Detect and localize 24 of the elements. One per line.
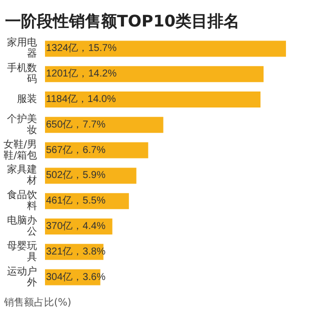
data-label: 567亿，6.7% (46, 144, 106, 156)
bar (45, 40, 286, 57)
bar (45, 92, 260, 108)
y-tick-label: 食品饮料 (7, 189, 37, 212)
y-tick-label: 家用电器 (7, 36, 37, 60)
y-tick-label: 女鞋/男鞋/箱包 (4, 138, 37, 162)
chart-title: 一阶段性销售额TOP10类目排名 (5, 12, 240, 30)
y-tick-label: 母婴玩具 (7, 240, 37, 263)
data-label: 650亿，7.7% (46, 119, 106, 130)
data-label: 1184亿，14.0% (46, 94, 116, 105)
data-label: 1201亿，14.2% (46, 68, 117, 80)
y-tick-label: 服装 (17, 93, 37, 105)
bar (45, 116, 164, 133)
y-tick-label: 运动户外 (7, 265, 37, 288)
y-tick-label: 家具建材 (7, 164, 37, 187)
data-label: 502亿，5.9% (46, 170, 106, 182)
text: 销售额占比(%) (3, 296, 72, 308)
data-label: 461亿，5.5% (46, 196, 106, 207)
data-label: 370亿，4.4% (46, 221, 106, 232)
y-tick-label: 电脑办公 (7, 214, 37, 238)
y-tick-label: 手机数码 (7, 62, 37, 86)
y-tick-label: 个护美妆 (7, 112, 37, 136)
bar (45, 66, 264, 82)
data-label: 1324亿，15.7% (46, 43, 117, 54)
